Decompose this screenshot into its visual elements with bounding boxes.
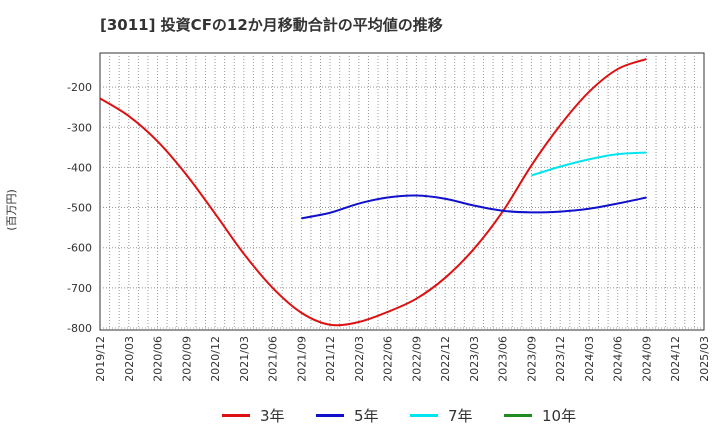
legend-swatch: [410, 413, 438, 417]
x-tick-label: 2020/09: [180, 336, 193, 382]
x-tick-label: 2022/03: [353, 336, 366, 382]
y-tick-label: -800: [67, 322, 92, 335]
x-tick-label: 2024/09: [640, 336, 653, 382]
x-tick-label: 2024/03: [583, 336, 596, 382]
series-line-2: [531, 151, 647, 177]
legend: 3年 5年 7年 10年: [0, 404, 720, 426]
y-tick-label: -200: [67, 81, 92, 94]
x-tick-label: 2022/12: [439, 336, 452, 382]
x-tick-label: 2023/09: [525, 336, 538, 382]
grid: [100, 53, 704, 330]
x-tick-label: 2025/03: [698, 336, 711, 382]
legend-item: 5年: [316, 404, 379, 426]
legend-label: 5年: [354, 406, 379, 425]
legend-item: 3年: [222, 404, 285, 426]
y-tick-label: -600: [67, 242, 92, 255]
chart-title: [3011] 投資CFの12か月移動合計の平均値の推移: [100, 16, 443, 34]
x-tick-label: 2021/09: [295, 336, 308, 382]
x-tick-label: 2021/03: [238, 336, 251, 382]
x-tick-label: 2023/06: [497, 336, 510, 382]
y-tick-label: -400: [67, 161, 92, 174]
x-tick-label: 2020/03: [123, 336, 136, 382]
series-line-0: [99, 58, 647, 327]
x-tick-label: 2022/09: [410, 336, 423, 382]
x-tick-label: 2024/12: [669, 336, 682, 382]
x-tick-label: 2021/06: [267, 336, 280, 382]
x-tick-label: 2023/12: [554, 336, 567, 382]
y-tick-label: -300: [67, 121, 92, 134]
x-tick-label: 2021/12: [324, 336, 337, 382]
x-tick-label: 2020/06: [152, 336, 165, 382]
legend-label: 10年: [542, 406, 577, 425]
plot-area: [99, 52, 705, 331]
legend-swatch: [504, 413, 532, 417]
y-tick-label: -700: [67, 282, 92, 295]
legend-swatch: [316, 413, 344, 417]
x-tick-label: 2022/06: [382, 336, 395, 382]
x-tick-label: 2023/03: [468, 336, 481, 382]
x-tick-label: 2020/12: [209, 336, 222, 382]
legend-item: 10年: [504, 404, 576, 426]
legend-item: 7年: [410, 404, 473, 426]
y-axis-ticks: -800 -700 -600 -500 -400 -300 -200: [67, 81, 92, 335]
series-line-1: [301, 194, 647, 220]
x-tick-label: 2024/06: [612, 336, 625, 382]
legend-label: 3年: [260, 406, 285, 425]
legend-label: 7年: [448, 406, 473, 425]
series-lines: [99, 58, 647, 327]
legend-swatch: [222, 413, 250, 417]
x-tick-label: 2019/12: [94, 336, 107, 382]
x-axis-ticks: 2019/12 2020/03 2020/06 2020/09 2020/12 2021/…: [94, 336, 711, 382]
y-tick-label: -500: [67, 202, 92, 215]
